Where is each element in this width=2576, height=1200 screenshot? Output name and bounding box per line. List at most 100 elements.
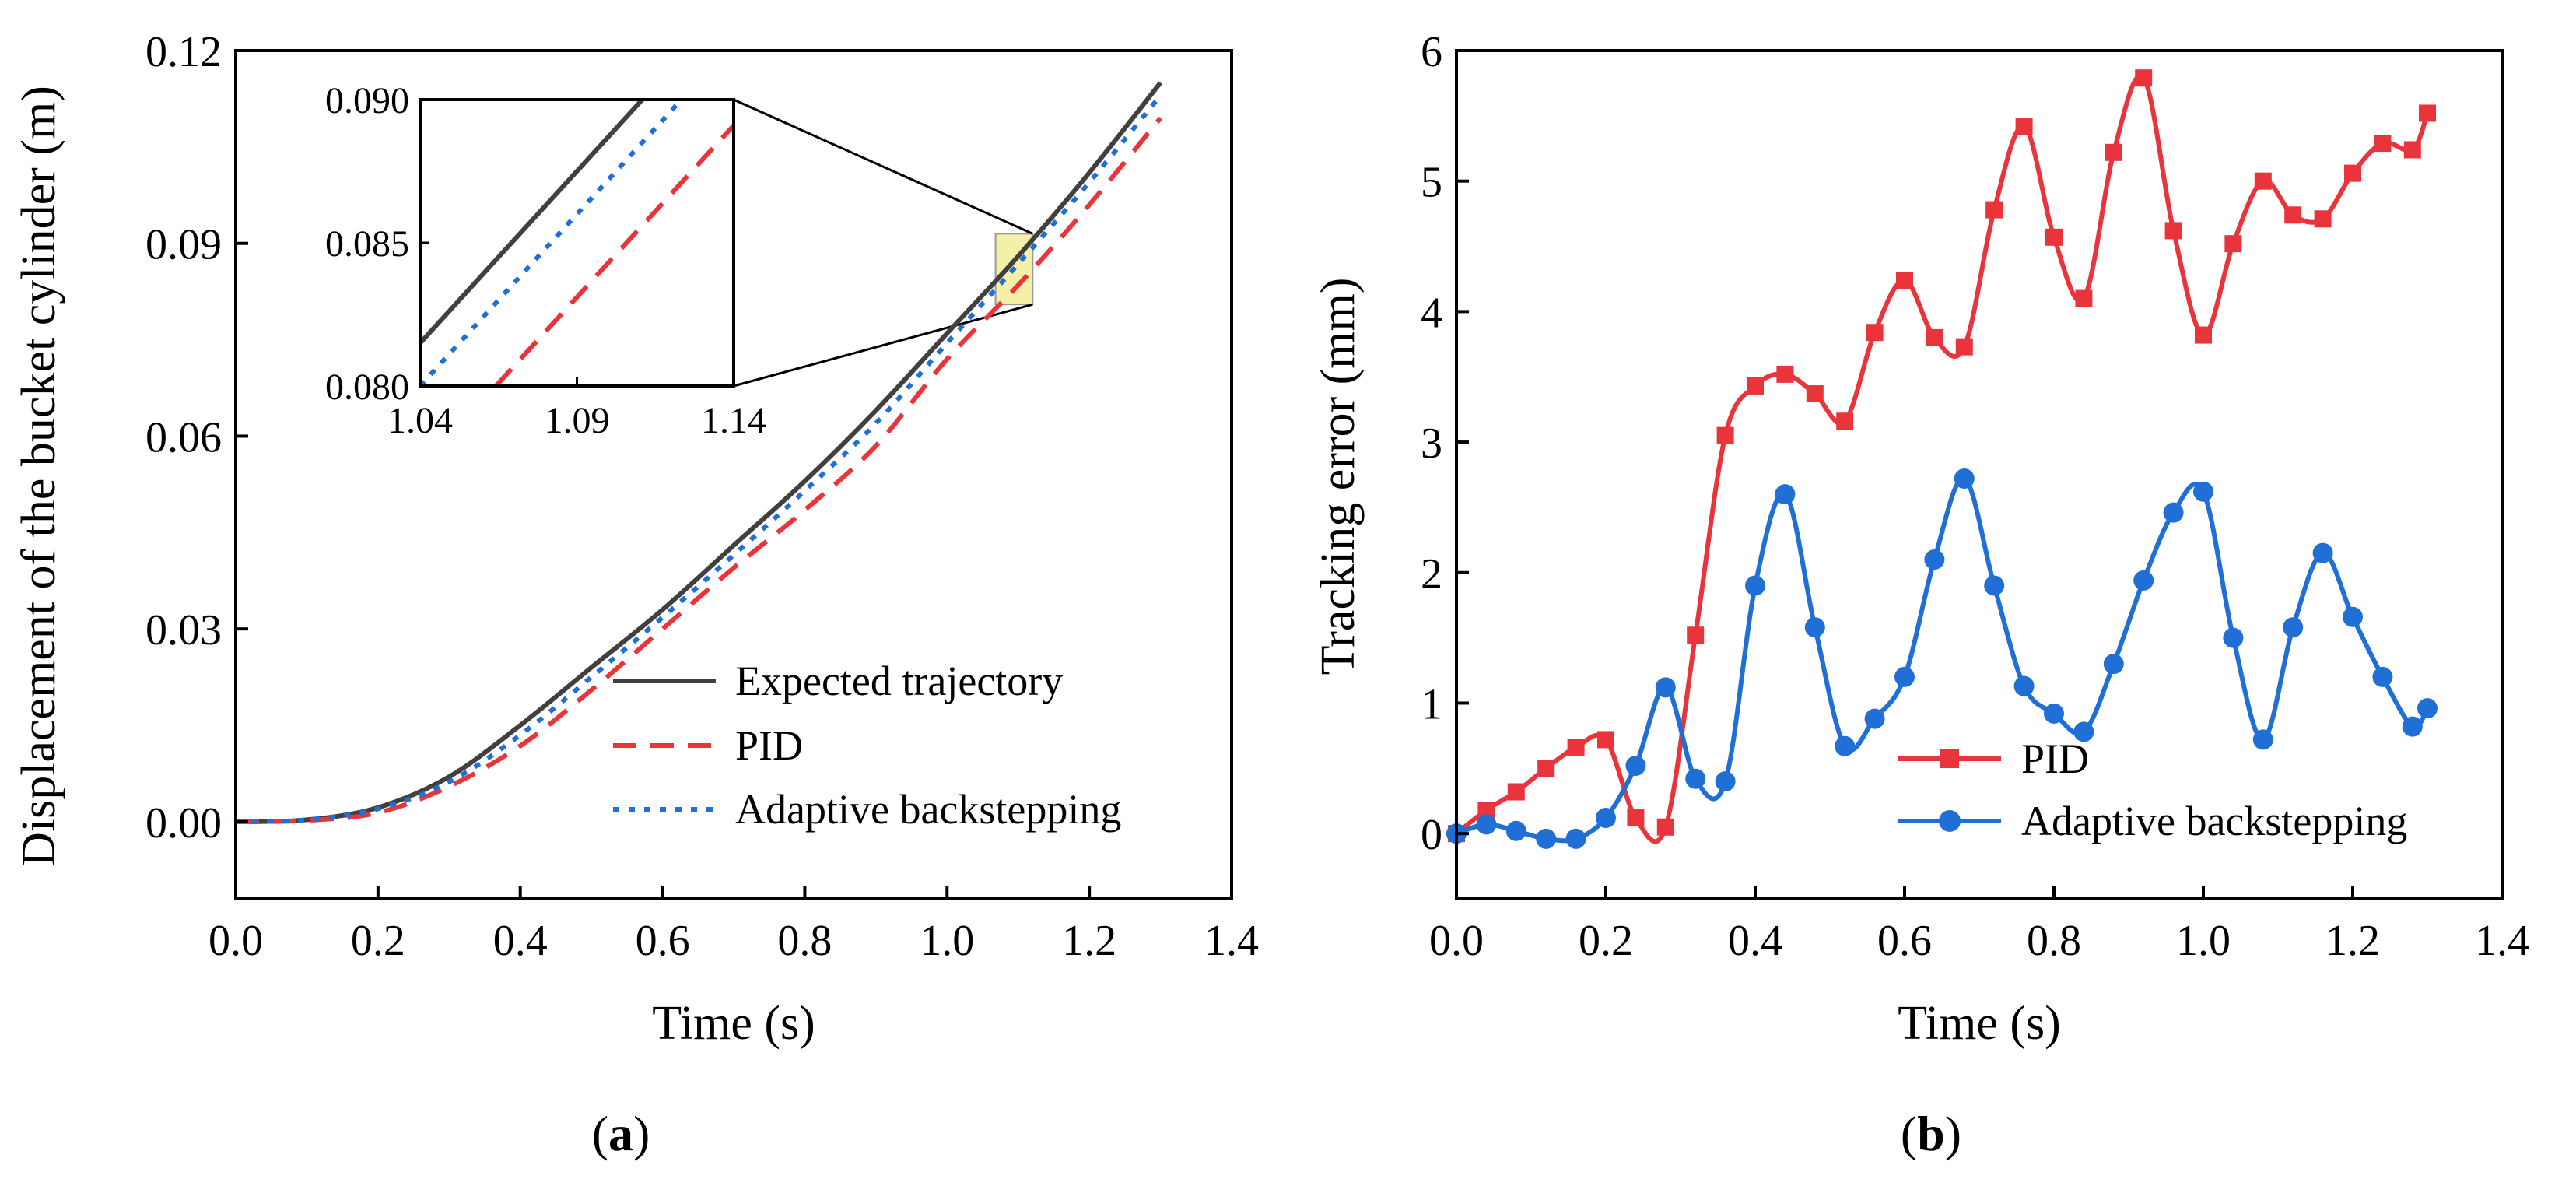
- panel-a-x-axis-label: Time (s): [652, 997, 815, 1050]
- data-point-circle: [1984, 575, 2005, 596]
- data-point-circle: [2013, 675, 2035, 696]
- data-point-circle: [1775, 484, 1796, 505]
- data-point-square: [1866, 324, 1884, 342]
- inset-x-tick-label: 1.04: [387, 400, 453, 441]
- data-point-square: [2344, 164, 2361, 182]
- data-point-square: [1627, 809, 1645, 827]
- data-point-square: [1776, 365, 1794, 383]
- data-point-square: [1896, 272, 1913, 289]
- x-tick-label: 1.4: [2475, 917, 2529, 965]
- panel-b-x-axis-label: Time (s): [1898, 997, 2061, 1050]
- data-point-square: [1747, 377, 1764, 395]
- y-tick-label: 6: [1421, 28, 1442, 76]
- panel-a-plot-frame: [234, 49, 1233, 900]
- inset-chart: 1.04 1.09 1.14 0.080 0.085 0.090: [325, 80, 766, 441]
- data-point-circle: [1625, 755, 1646, 776]
- y-tick-label: 2: [1421, 550, 1442, 598]
- panel-a-label: (a): [592, 1106, 650, 1161]
- data-point-square: [1955, 338, 1973, 356]
- data-point-square: [1836, 412, 1854, 430]
- data-point-square: [2195, 326, 2212, 344]
- panel-a-y-axis-label: Displacement of the bucket cylinder (m): [12, 86, 65, 867]
- data-point-circle: [2283, 617, 2304, 638]
- legend-label-pid: PID: [735, 722, 803, 769]
- data-point-circle: [1745, 575, 1765, 596]
- data-point-square: [2164, 222, 2182, 240]
- data-point-circle: [1596, 808, 1616, 829]
- data-point-circle: [1715, 771, 1736, 792]
- inset-y-tick-label: 0.085: [325, 223, 409, 265]
- inset-y-tick-label: 0.080: [325, 367, 409, 408]
- x-tick-label: 0.4: [1728, 917, 1782, 965]
- data-point-square: [1477, 801, 1495, 819]
- data-point-circle: [1505, 820, 1526, 841]
- y-tick-label: 0.03: [145, 606, 222, 654]
- data-point-square: [2045, 228, 2063, 246]
- legend-marker-circle: [1939, 810, 1961, 832]
- legend-marker-square: [1940, 749, 1959, 768]
- series-pid: [1448, 69, 2436, 844]
- data-point-square: [2374, 135, 2392, 153]
- inset-x-tick-label: 1.09: [545, 400, 610, 441]
- legend-label-pid-b: PID: [2021, 735, 2089, 782]
- x-tick-label: 1.4: [1204, 917, 1259, 965]
- data-point-circle: [1804, 617, 1825, 638]
- data-point-square: [2284, 206, 2302, 224]
- data-point-square: [1985, 201, 2003, 219]
- inset-background: [420, 100, 734, 386]
- data-point-circle: [2417, 698, 2438, 719]
- y-tick-label: 5: [1421, 159, 1442, 207]
- data-point-square: [2403, 141, 2421, 159]
- panel-b-legend: PID Adaptive backstepping: [1898, 735, 2407, 844]
- data-point-square: [2314, 210, 2332, 228]
- legend-label-adaptive: Adaptive backstepping: [735, 786, 1121, 833]
- panel-b-y-axis-label: Tracking error (mm): [1312, 278, 1365, 675]
- data-point-square: [1656, 818, 1674, 836]
- panel-b-plot-frame: [1455, 49, 2504, 900]
- data-point-square: [2075, 289, 2093, 307]
- data-point-circle: [1894, 666, 1915, 687]
- data-point-circle: [2402, 716, 2423, 737]
- data-point-circle: [1536, 828, 1557, 849]
- x-tick-label: 1.2: [2325, 917, 2380, 965]
- panel-b-y-ticks: 0 1 2 3 4 5 6: [1421, 28, 1469, 859]
- panel-b-x-ticks: 0.0 0.2 0.4 0.6 0.8 1.0 1.2 1.4: [1429, 886, 2529, 965]
- data-point-circle: [2044, 703, 2064, 724]
- data-point-circle: [2133, 570, 2154, 591]
- data-point-circle: [1685, 768, 1706, 789]
- data-point-circle: [2163, 502, 2184, 523]
- data-point-square: [1926, 328, 1943, 346]
- x-tick-label: 0.0: [1429, 917, 1484, 965]
- inset-series-line-pid: [492, 124, 734, 386]
- zoom-connector-top: [733, 98, 1033, 235]
- panel-a-chart: 0.0 0.2 0.4 0.6 0.8 1.0 1.2 1.4 0.000.030.060.0…: [12, 28, 1259, 1161]
- data-point-square: [2135, 69, 2153, 87]
- data-point-circle: [1924, 549, 1945, 570]
- data-point-circle: [1565, 828, 1586, 849]
- inset-x-tick-label: 1.14: [701, 400, 766, 441]
- x-tick-label: 1.0: [2176, 917, 2231, 965]
- inset-ticks: 1.04 1.09 1.14 0.080 0.085 0.090: [325, 80, 766, 441]
- data-point-circle: [2223, 627, 2244, 648]
- data-point-circle: [1864, 708, 1885, 729]
- data-point-square: [2224, 235, 2242, 253]
- panel-a-legend: Expected trajectory PID Adaptive backste…: [613, 658, 1121, 833]
- x-tick-label: 0.6: [636, 917, 690, 965]
- y-tick-label: 0: [1421, 811, 1442, 859]
- panel-b-label: (b): [1901, 1106, 1961, 1161]
- data-point-square: [1806, 385, 1824, 403]
- x-tick-label: 0.4: [493, 917, 548, 965]
- series-line-expected: [235, 81, 1162, 824]
- series-line-adaptive: [1456, 475, 2430, 844]
- legend-label-expected: Expected trajectory: [735, 658, 1063, 704]
- data-point-square: [2254, 172, 2272, 190]
- x-tick-label: 0.2: [1579, 917, 1633, 965]
- data-point-circle: [2343, 606, 2363, 627]
- data-point-circle: [2103, 654, 2124, 675]
- data-point-square: [1537, 760, 1555, 777]
- inset-y-tick-label: 0.090: [325, 80, 409, 121]
- series-adaptive: [1446, 468, 2438, 849]
- series-line-pid: [1455, 73, 2430, 844]
- data-point-circle: [1476, 814, 1497, 835]
